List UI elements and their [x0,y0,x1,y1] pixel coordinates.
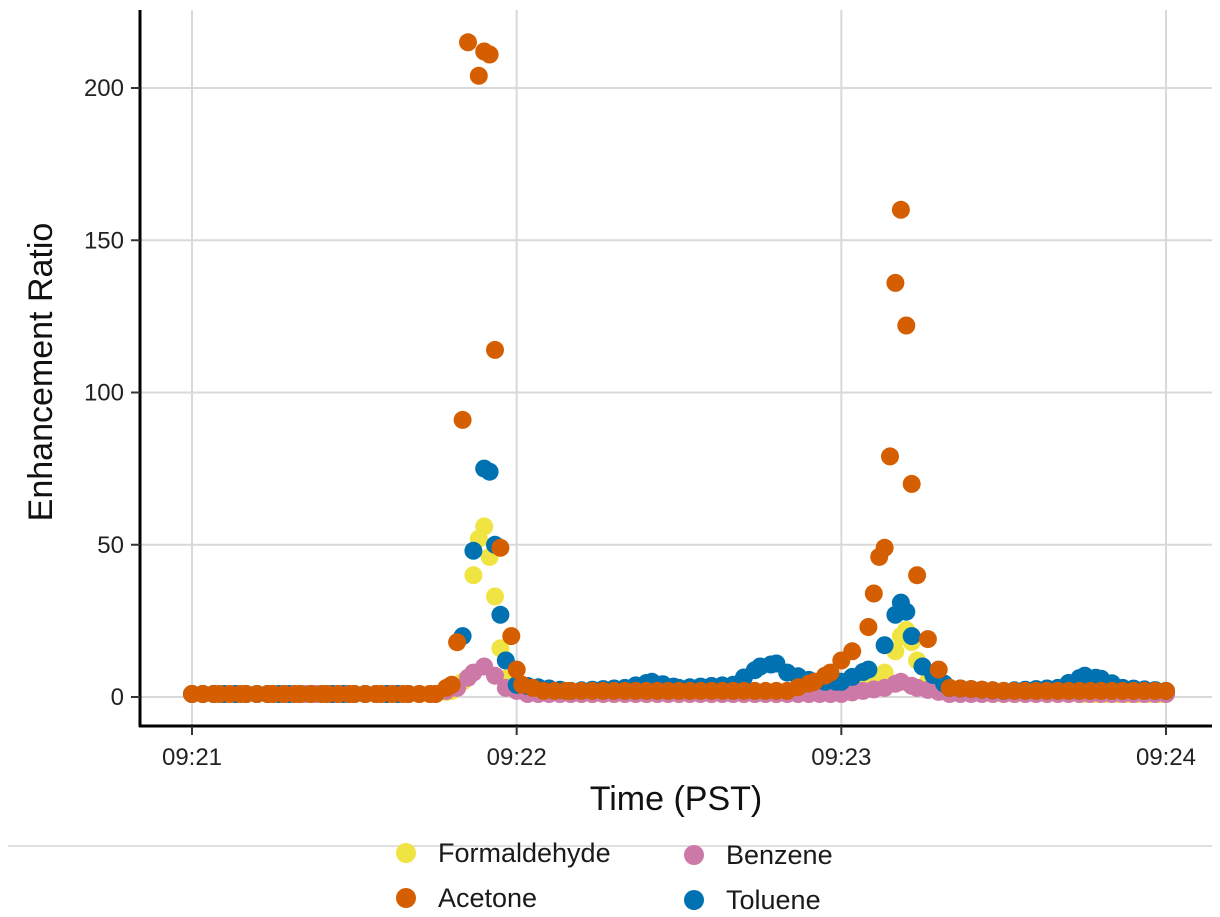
series-toluene [183,459,1175,703]
data-point [486,587,504,606]
legend-swatch [684,845,704,865]
y-tick-label: 150 [84,227,124,254]
data-point [875,636,894,655]
data-point [886,273,905,292]
data-point [859,618,878,636]
data-point [480,462,499,481]
data-point [459,33,477,52]
data-point [897,316,916,335]
y-tick-label: 0 [111,684,124,711]
x-axis-title: Time (PST) [590,780,763,818]
legend-label: Toluene [726,885,821,915]
legend-swatch [684,890,704,910]
data-point [864,584,883,603]
axes [138,10,1212,728]
legend-label: Formaldehyde [438,838,611,868]
data-point [859,660,878,679]
legend: Formaldehyde Benzene Acetone Toluene [396,838,833,915]
legend-label: Acetone [438,883,537,913]
data-point [881,447,899,466]
data-point [875,538,894,557]
data-point [491,605,510,624]
data-point [918,630,937,649]
data-point [902,627,921,646]
data-point [448,633,467,652]
legend-item-formaldehyde: Formaldehyde [396,838,611,868]
data-point [464,566,483,585]
data-point [875,663,894,682]
x-tick-label: 09:21 [162,744,222,771]
data-point [502,627,521,646]
grid-lines [140,10,1212,726]
x-tick-label: 09:24 [1136,744,1196,771]
y-tick-label: 50 [97,532,124,559]
data-point [480,45,499,64]
data-point [469,66,488,85]
data-point [902,474,921,493]
y-tick-label: 100 [84,380,124,407]
data-point [821,663,840,682]
x-tick-label: 09:22 [487,744,547,771]
data-point [486,666,504,685]
data-point [1157,681,1175,700]
legend-item-toluene: Toluene [684,885,821,915]
legend-swatch [396,843,416,863]
data-points [183,33,1175,703]
data-point [891,200,910,219]
data-point [897,602,916,621]
data-point [491,538,510,557]
data-point [464,541,483,560]
legend-swatch [396,888,416,908]
data-point [843,642,862,661]
tick-labels: 0 50 100 150 200 09:21 09:22 09:23 09:24 [84,75,1196,771]
data-point [442,675,461,694]
y-axis-title: Enhancement Ratio [22,223,60,522]
data-point [486,340,504,359]
x-tick-label: 09:23 [811,744,871,771]
series-acetone [183,33,1175,703]
data-point [453,410,472,429]
data-point [929,660,948,679]
legend-item-acetone: Acetone [396,883,537,913]
legend-label: Benzene [726,840,833,870]
data-point [908,566,927,585]
data-point [507,660,526,679]
y-tick-label: 200 [84,75,124,102]
data-point [475,517,494,536]
legend-item-benzene: Benzene [684,840,833,870]
